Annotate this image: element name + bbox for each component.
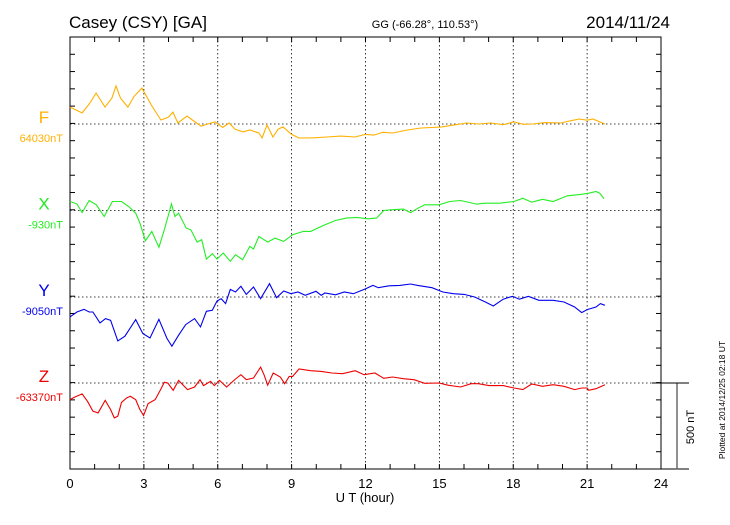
grid xyxy=(70,37,661,469)
x-tick-label: 3 xyxy=(140,476,147,491)
trace-y xyxy=(69,282,606,348)
chart-subtitle: GG (-66.28°, 110.53°) xyxy=(372,19,478,31)
scale-bar-label: 500 nT xyxy=(685,410,697,445)
baseline-value-f: 64030nT xyxy=(20,133,64,145)
x-tick-label: 9 xyxy=(288,476,295,491)
series-name-y: Y xyxy=(38,281,49,300)
traces xyxy=(69,84,606,419)
series-name-f: F xyxy=(39,108,49,127)
x-tick-label: 21 xyxy=(580,476,594,491)
chart-date: 2014/11/24 xyxy=(586,13,670,32)
plotted-at-footer: Plotted at 2014/12/25 02:18 UT xyxy=(717,341,727,459)
scale-bar: 500 nT xyxy=(652,382,697,470)
x-tick-label: 24 xyxy=(654,476,668,491)
x-tick-label: 12 xyxy=(358,476,372,491)
series-name-z: Z xyxy=(39,367,49,386)
x-axis-label: U T (hour) xyxy=(336,490,395,505)
baseline-value-z: -63370nT xyxy=(16,392,63,404)
x-tick-label: 18 xyxy=(506,476,520,491)
chart-title: Casey (CSY) [GA] xyxy=(69,13,207,32)
series-name-x: X xyxy=(38,195,49,214)
x-tick-label: 6 xyxy=(214,476,221,491)
trace-f xyxy=(69,84,606,140)
x-tick-label: 15 xyxy=(432,476,446,491)
baseline-value-x: -930nT xyxy=(28,220,63,232)
x-tick-label: 0 xyxy=(66,476,73,491)
series-labels: F 64030nT X -930nT Y -9050nT Z -63370nT xyxy=(16,108,63,404)
baseline-value-y: -9050nT xyxy=(22,306,63,318)
trace-x xyxy=(69,190,605,263)
axes: 0 3 6 9 12 15 18 21 24 xyxy=(66,36,689,491)
trace-z xyxy=(69,365,606,419)
